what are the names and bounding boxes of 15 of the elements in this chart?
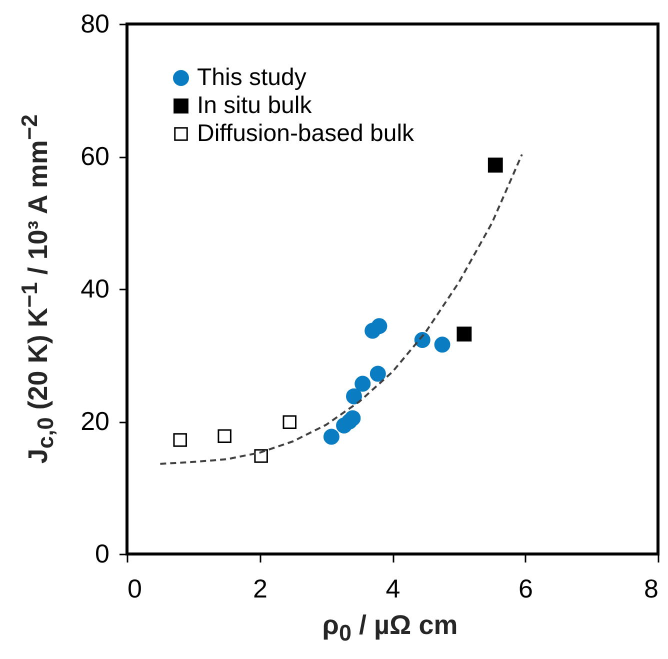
x-tick-label: 2 [253,574,268,604]
x-tick-label: 4 [386,574,400,604]
x-axis-title: ρ$_{0}$ / µΩ cm [322,610,458,646]
y-tick-label: 60 [80,141,110,171]
legend-label: Diffusion-based bulk [197,120,416,147]
x-tick-label: 8 [644,574,658,604]
x-tick-label: 6 [518,574,533,604]
legend-label: In situ bulk [197,92,313,119]
y-tick-label: 0 [95,538,110,568]
line-series [159,154,523,465]
legend-label: This study [197,64,306,91]
y-tick-label: 80 [80,8,110,38]
y-tick-label: 20 [80,406,110,436]
x-tick-label: 0 [128,574,142,604]
y-tick-label: 40 [80,274,110,304]
